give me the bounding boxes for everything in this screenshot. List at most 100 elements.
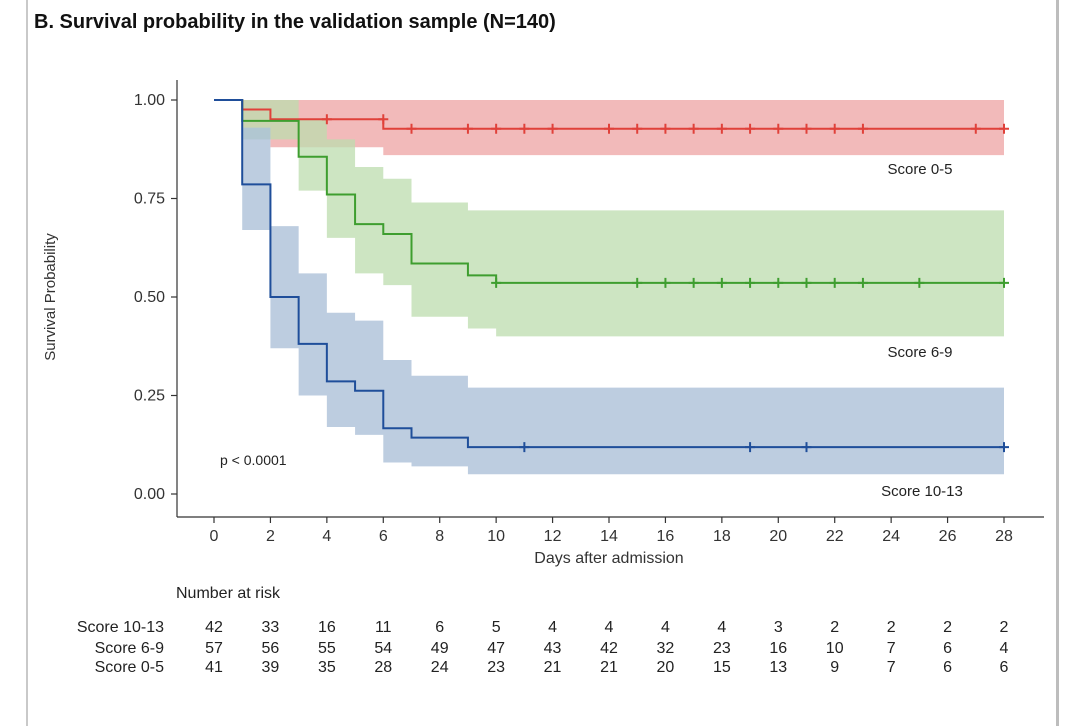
risk-cell: 39	[261, 659, 280, 676]
risk-row-label: Score 0-5	[94, 659, 164, 676]
risk-cell: 49	[430, 640, 449, 657]
risk-cell: 42	[205, 619, 223, 636]
confidence-band-score-10-13	[214, 100, 1004, 475]
risk-cell: 54	[374, 640, 393, 657]
x-axis-label: Days after admission	[534, 550, 683, 567]
risk-cell: 15	[712, 659, 731, 676]
x-tick-label: 24	[882, 528, 900, 545]
p-value-annotation: p < 0.0001	[220, 452, 287, 468]
x-tick-label: 12	[544, 528, 562, 545]
x-tick-label: 26	[939, 528, 957, 545]
censor-mark-score-0-5	[999, 123, 1009, 134]
risk-cell: 4	[604, 619, 614, 636]
risk-cell: 28	[374, 659, 393, 676]
censor-mark-score-0-5	[970, 123, 981, 134]
risk-cell: 42	[600, 640, 618, 657]
censor-mark-score-6-9	[660, 277, 671, 288]
risk-cell: 43	[543, 640, 562, 657]
x-tick-label: 16	[657, 528, 675, 545]
censor-mark-score-0-5	[491, 123, 502, 134]
censor-mark-score-6-9	[632, 277, 643, 288]
series-label-score-0-5: Score 0-5	[887, 161, 952, 178]
x-tick-label: 2	[266, 528, 275, 545]
axes: 0.000.250.500.751.000 2 4 6 8 10 12 14 16 18 20 22 2…	[42, 80, 1044, 567]
x-tick-label: 28	[995, 528, 1013, 545]
y-tick-label: 0.75	[134, 191, 165, 208]
survival-line-score-10-13	[214, 99, 1004, 449]
risk-cell: 16	[317, 619, 336, 636]
censor-mark-score-0-5	[406, 123, 417, 134]
risk-cell: 57	[205, 640, 223, 657]
risk-cell: 7	[886, 659, 896, 676]
risk-cell: 4	[999, 640, 1009, 657]
risk-table-title: Number at risk	[176, 585, 281, 602]
risk-cell: 21	[600, 659, 618, 676]
censor-mark-score-0-5	[604, 123, 614, 134]
series-labels: p < 0.0001 Score 0-5 Score 6-9 Score 10-13	[220, 161, 963, 500]
y-tick-label: 1.00	[134, 92, 165, 109]
risk-cell: 6	[999, 659, 1009, 676]
x-tick-label: 4	[322, 528, 331, 545]
censor-mark-score-0-5	[716, 123, 727, 134]
survival-lines	[214, 99, 1004, 449]
frame-right-border	[1056, 0, 1059, 726]
censor-marks	[321, 114, 1009, 453]
censor-mark-score-0-5	[801, 123, 812, 134]
survival-chart: 0.000.250.500.751.000 2 4 6 8 10 12 14 16 18 20 22 2…	[42, 80, 1044, 567]
y-tick-label: 0.25	[134, 388, 165, 405]
risk-cell: 24	[430, 659, 449, 676]
x-tick-label: 14	[600, 528, 618, 545]
censor-mark-score-0-5	[632, 123, 643, 134]
censor-mark-score-6-9	[745, 277, 756, 288]
censor-mark-score-6-9	[716, 277, 727, 288]
y-axis-label: Survival Probability	[42, 233, 59, 361]
risk-cell: 20	[656, 659, 675, 676]
censor-mark-score-0-5	[773, 123, 784, 134]
frame-left-border	[26, 0, 28, 726]
censor-mark-score-0-5	[462, 123, 473, 134]
risk-cell: 23	[712, 640, 731, 657]
censor-mark-score-6-9	[914, 277, 925, 288]
censor-mark-score-0-5	[519, 123, 530, 134]
risk-cell: 6	[435, 619, 445, 636]
risk-cell: 35	[317, 659, 336, 676]
censor-mark-score-10-13	[519, 442, 530, 453]
censor-mark-score-10-13	[801, 442, 812, 453]
x-tick-label: 22	[826, 528, 844, 545]
risk-cell: 13	[769, 659, 788, 676]
censor-mark-score-6-9	[857, 277, 868, 288]
risk-cell: 6	[943, 640, 953, 657]
censor-mark-score-0-5	[829, 123, 840, 134]
risk-row-label: Score 6-9	[94, 640, 164, 657]
censor-mark-score-0-5	[321, 114, 332, 125]
x-tick-label: 6	[379, 528, 388, 545]
y-tick-label: 0.00	[134, 486, 165, 503]
x-tick-label: 0	[210, 528, 219, 545]
risk-cell: 23	[487, 659, 506, 676]
censor-mark-score-6-9	[999, 277, 1009, 288]
x-tick-label: 8	[435, 528, 444, 545]
risk-row-label: Score 10-13	[76, 619, 164, 636]
x-tick-label: 20	[769, 528, 787, 545]
risk-cell: 9	[830, 659, 840, 676]
risk-cell: 33	[261, 619, 280, 636]
x-tick-label: 18	[713, 528, 731, 545]
risk-cell: 21	[543, 659, 562, 676]
risk-cell: 4	[660, 619, 670, 636]
censor-mark-score-10-13	[999, 442, 1009, 453]
risk-cell: 4	[717, 619, 727, 636]
risk-cell: 55	[317, 640, 336, 657]
risk-cell: 16	[769, 640, 788, 657]
x-tick-label: 10	[487, 528, 505, 545]
confidence-bands	[214, 100, 1004, 475]
censor-mark-score-6-9	[829, 277, 840, 288]
y-tick-label: 0.50	[134, 289, 165, 306]
series-label-score-10-13: Score 10-13	[881, 483, 963, 500]
series-label-score-6-9: Score 6-9	[887, 344, 952, 361]
risk-cell: 32	[656, 640, 675, 657]
risk-cell: 6	[943, 659, 953, 676]
censor-mark-score-0-5	[745, 123, 756, 134]
confidence-band-score-6-9	[214, 100, 1004, 337]
risk-cell: 4	[548, 619, 558, 636]
censor-mark-score-0-5	[857, 123, 868, 134]
